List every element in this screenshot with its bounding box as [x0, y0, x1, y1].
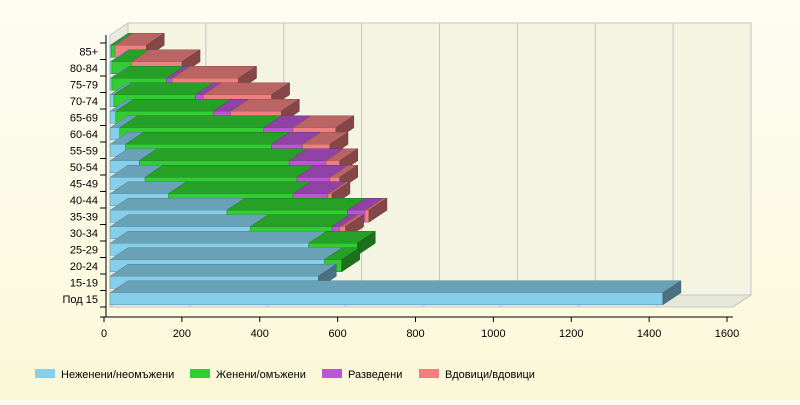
legend-swatch: [190, 369, 210, 378]
y-tick-label: 50-54: [70, 162, 98, 174]
x-tick-label: 0: [101, 328, 107, 340]
y-tick-label: 15-19: [70, 277, 98, 289]
y-tick-label: Под 15: [63, 294, 99, 306]
legend-swatch: [419, 369, 439, 378]
legend-item: Женени/омъжени: [190, 369, 306, 381]
y-tick-label: 70-74: [70, 96, 98, 108]
x-tick-label: 1400: [637, 328, 661, 340]
y-tick-label: 65-69: [70, 112, 98, 124]
floor-grid-line: [732, 294, 752, 308]
y-tick-label: 80-84: [70, 63, 98, 75]
y-tick-label: 75-79: [70, 79, 98, 91]
y-tick-label: 30-34: [70, 228, 98, 240]
y-tick-label: 85+: [79, 46, 98, 58]
x-tick-label: 1600: [715, 328, 739, 340]
x-tick-label: 800: [406, 328, 424, 340]
y-tick-label: 60-64: [70, 129, 98, 141]
axes: Под 15 15-19 20-24 25-29 30-34 35-39 40-44 45-4…: [63, 35, 739, 340]
legend-item: Вдовици/вдовици: [419, 369, 535, 381]
legend-item: Разведени: [322, 369, 402, 381]
bar-Под 15-Неженени/неомъжени: [109, 280, 682, 306]
x-tick-label: 600: [328, 328, 346, 340]
x-tick-label: 400: [251, 328, 269, 340]
y-tick-label: 20-24: [70, 261, 98, 273]
y-tick-label: 35-39: [70, 211, 98, 223]
x-tick-label: 200: [173, 328, 191, 340]
legend-swatch: [322, 369, 342, 378]
x-tick-label: 1000: [481, 328, 505, 340]
legend-label: Разведени: [348, 369, 402, 381]
legend-label: Неженени/неомъжени: [61, 369, 174, 381]
legend: Неженени/неомъжени Женени/омъжени Разведен…: [35, 369, 535, 381]
legend-item: Неженени/неомъжени: [35, 369, 174, 381]
y-tick-label: 25-29: [70, 244, 98, 256]
legend-swatch: [35, 369, 55, 378]
y-tick-label: 40-44: [70, 195, 98, 207]
bar-35-39-Вдовици/вдовици: [364, 197, 388, 223]
bars: [109, 32, 682, 306]
y-tick-label: 45-49: [70, 178, 98, 190]
y-tick-label: 55-59: [70, 145, 98, 157]
legend-label: Вдовици/вдовици: [445, 369, 535, 381]
x-tick-label: 1200: [559, 328, 583, 340]
legend-label: Женени/омъжени: [216, 369, 306, 381]
